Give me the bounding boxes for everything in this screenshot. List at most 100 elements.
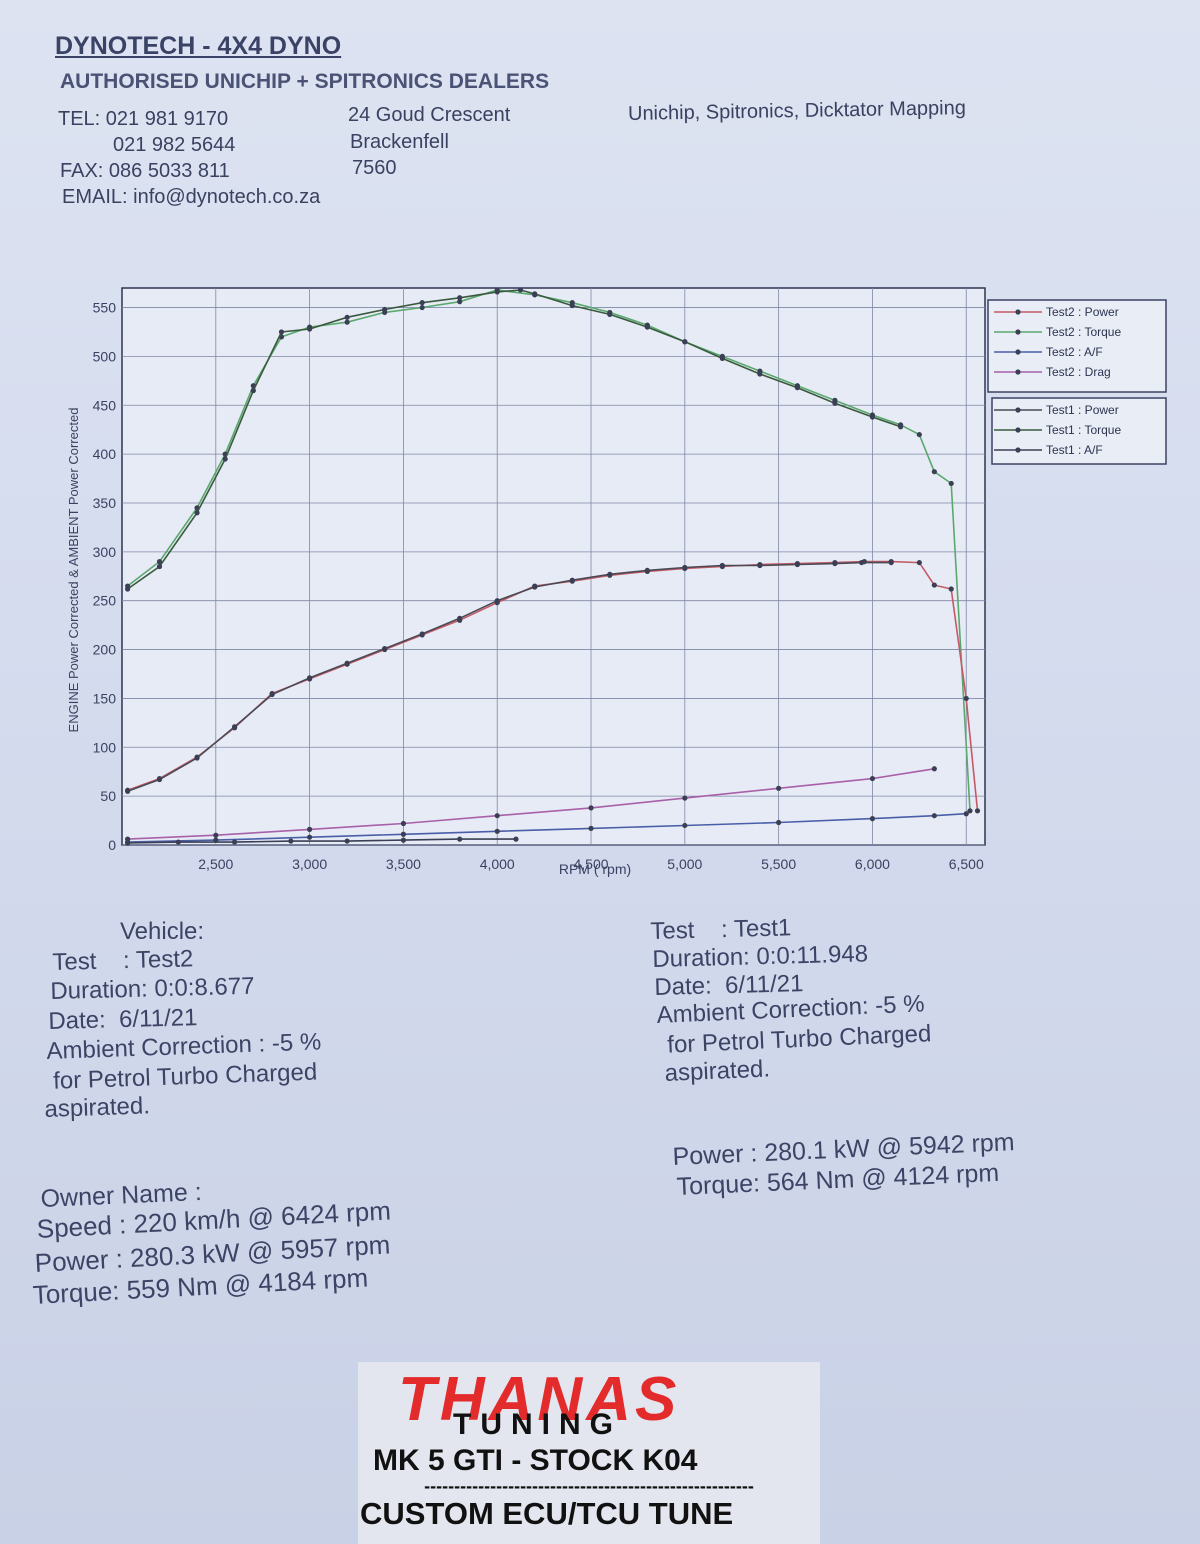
data-point-test2-drag [213,832,219,838]
data-point-test2-drag [931,766,937,772]
data-point-test2-power [963,695,969,702]
y-tick-label: 0 [108,837,116,853]
chart-series [125,287,981,846]
y-axis-label: ENGINE Power Corrected & AMBIENT Power C… [66,408,81,733]
dyno-chart: 2,500 3,000 3,500 4,000 4,500 5,000 5,500 6,000… [0,260,1200,900]
data-point-test2-torque [931,469,937,475]
data-point-test2-a-f [963,811,969,817]
legend-label: Test2 : Torque [1046,325,1121,339]
chart-axes: 2,500 3,000 3,500 4,000 4,500 5,000 5,500 6,000… [93,300,984,872]
y-tick-label: 350 [93,495,117,511]
data-point-test1-torque [222,456,228,462]
x-tick-label: 4,500 [573,856,608,872]
data-point-test1-power [494,598,500,604]
data-point-test2-drag [494,813,500,819]
phone-1: TEL: 021 981 9170 [58,108,229,130]
data-point-test2-drag [307,826,313,832]
plot-area [121,287,986,846]
data-point-test1-power [888,559,894,566]
data-point-test1-power [719,562,725,569]
data-point-test2-torque [344,319,350,325]
y-tick-label: 250 [93,593,117,609]
data-point-test1-power [794,561,800,568]
banner-divider: ----------------------------------------… [424,1476,754,1496]
legend-label: Test1 : Torque [1046,423,1121,437]
data-point-test2-drag [588,805,594,811]
y-tick-label: 150 [93,690,117,706]
data-point-test2-drag [869,775,876,782]
data-point-test1-power [832,560,838,567]
y-tick-label: 500 [93,348,117,364]
legend-marker [1015,427,1021,433]
y-tick-label: 50 [100,788,116,804]
data-point-test2-power [931,582,937,588]
data-point-test1-a-f [125,840,131,846]
data-point-test2-torque [948,480,954,487]
data-point-test1-torque [457,295,463,301]
data-point-test2-power [916,559,922,566]
chart-svg: 2,500 3,000 3,500 4,000 4,500 5,000 5,500 6,000… [66,287,1167,877]
data-point-test1-power [307,675,313,681]
y-tick-label: 200 [93,642,117,658]
data-point-test1-power [382,645,388,652]
x-tick-label: 2,500 [198,856,233,872]
data-point-test2-power [948,586,954,592]
data-point-test1-torque [517,287,524,293]
test2-vehicle: Vehicle: [120,918,205,945]
x-tick-label: 3,000 [292,856,327,872]
data-point-test2-torque [457,299,463,305]
data-point-test1-power [194,755,200,761]
y-tick-label: 550 [93,300,117,316]
data-point-test2-torque [967,808,973,814]
data-point-test1-power [419,631,425,637]
data-point-test1-torque [719,355,725,361]
chart-grid [121,287,986,846]
data-point-test1-power [344,660,350,666]
data-point-test2-a-f [494,828,500,834]
test2-duration: Duration: 0:0:8.677 [50,972,255,1005]
data-point-test1-power [757,562,763,569]
data-point-test1-a-f [457,836,463,842]
data-point-test2-a-f [869,816,876,822]
data-point-test1-torque [278,329,285,335]
data-point-test1-a-f [513,836,519,842]
legend-marker [1015,309,1021,315]
data-point-test1-torque [494,289,500,295]
test1-aspirated: aspirated. [664,1055,771,1087]
x-tick-label: 3,500 [386,856,421,872]
data-point-test1-power [269,691,275,698]
data-point-test1-torque [344,314,350,320]
data-point-test2-power [974,808,981,814]
y-tick-label: 450 [93,397,117,413]
legend-marker [1015,369,1021,375]
legend-marker [1015,447,1021,453]
data-point-test1-torque [569,302,575,309]
data-point-test1-a-f [400,837,407,843]
data-point-test1-power [644,567,650,574]
series-line-test1-a-f [127,838,516,844]
data-point-test1-torque [156,563,163,570]
legend-label: Test2 : Drag [1046,365,1111,379]
data-point-test1-a-f [175,839,181,845]
x-tick-label: 4,000 [480,856,515,872]
series-line-test1-power [127,561,892,793]
data-point-test2-a-f [400,831,407,837]
data-point-test1-torque [532,291,538,297]
data-point-test1-a-f [288,838,294,844]
services-line: Unichip, Spitronics, Dicktator Mapping [627,97,967,125]
data-point-test1-power [156,776,163,783]
data-point-test1-torque [125,586,131,592]
series-line-test2-drag [127,768,935,840]
data-point-test1-torque [644,324,650,330]
data-point-test1-power [858,559,865,566]
data-point-test1-torque [419,300,425,306]
legend-marker [1015,407,1021,413]
y-tick-label: 300 [93,544,117,560]
phone-2: 021 982 5644 [113,134,236,156]
data-point-test1-power [231,724,238,730]
car-model: MK 5 GTI - STOCK K04 [373,1444,698,1477]
page-title: DYNOTECH - 4X4 DYNO [55,32,342,60]
tuning-banner: THANAS TUNING MK 5 GTI - STOCK K04 -----… [358,1362,820,1544]
data-point-test1-torque [794,385,800,391]
brand-sub-text: TUNING [453,1408,622,1441]
